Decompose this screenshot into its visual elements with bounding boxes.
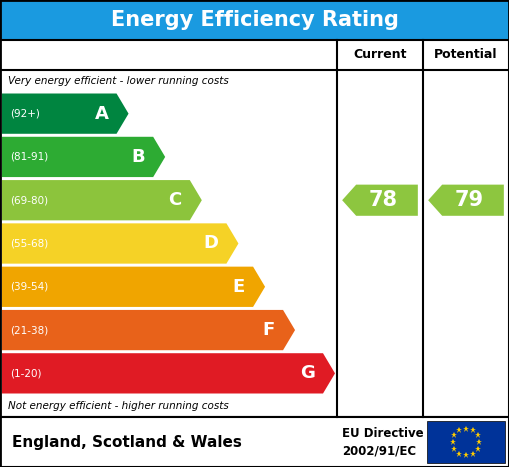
- Polygon shape: [342, 184, 418, 216]
- Text: England, Scotland & Wales: England, Scotland & Wales: [12, 434, 242, 450]
- Text: F: F: [263, 321, 275, 339]
- Bar: [427, 421, 505, 463]
- Text: EU Directive
2002/91/EC: EU Directive 2002/91/EC: [342, 427, 423, 457]
- Text: B: B: [131, 148, 145, 166]
- Text: Potential: Potential: [434, 49, 498, 62]
- Polygon shape: [2, 267, 265, 307]
- Text: G: G: [300, 364, 315, 382]
- Text: 79: 79: [454, 190, 484, 210]
- Text: (1-20): (1-20): [10, 368, 42, 378]
- Text: Current: Current: [353, 49, 407, 62]
- Polygon shape: [2, 353, 335, 394]
- Text: (21-38): (21-38): [10, 325, 48, 335]
- Text: (92+): (92+): [10, 109, 40, 119]
- Text: A: A: [95, 105, 108, 123]
- Text: D: D: [204, 234, 218, 253]
- Polygon shape: [428, 184, 504, 216]
- Bar: [0, 40, 509, 417]
- Polygon shape: [2, 137, 165, 177]
- Text: Very energy efficient - lower running costs: Very energy efficient - lower running co…: [8, 76, 229, 86]
- Polygon shape: [2, 223, 238, 264]
- Text: (55-68): (55-68): [10, 239, 48, 248]
- Text: 78: 78: [369, 190, 398, 210]
- Bar: [0, 417, 509, 467]
- Text: (69-80): (69-80): [10, 195, 48, 205]
- Text: Not energy efficient - higher running costs: Not energy efficient - higher running co…: [8, 401, 229, 411]
- Text: (39-54): (39-54): [10, 282, 48, 292]
- Text: (81-91): (81-91): [10, 152, 48, 162]
- Text: Energy Efficiency Rating: Energy Efficiency Rating: [110, 10, 399, 30]
- Polygon shape: [2, 180, 202, 220]
- Text: C: C: [168, 191, 182, 209]
- Polygon shape: [2, 93, 129, 134]
- Text: E: E: [233, 278, 245, 296]
- Bar: [0, 0, 509, 40]
- Polygon shape: [2, 310, 295, 350]
